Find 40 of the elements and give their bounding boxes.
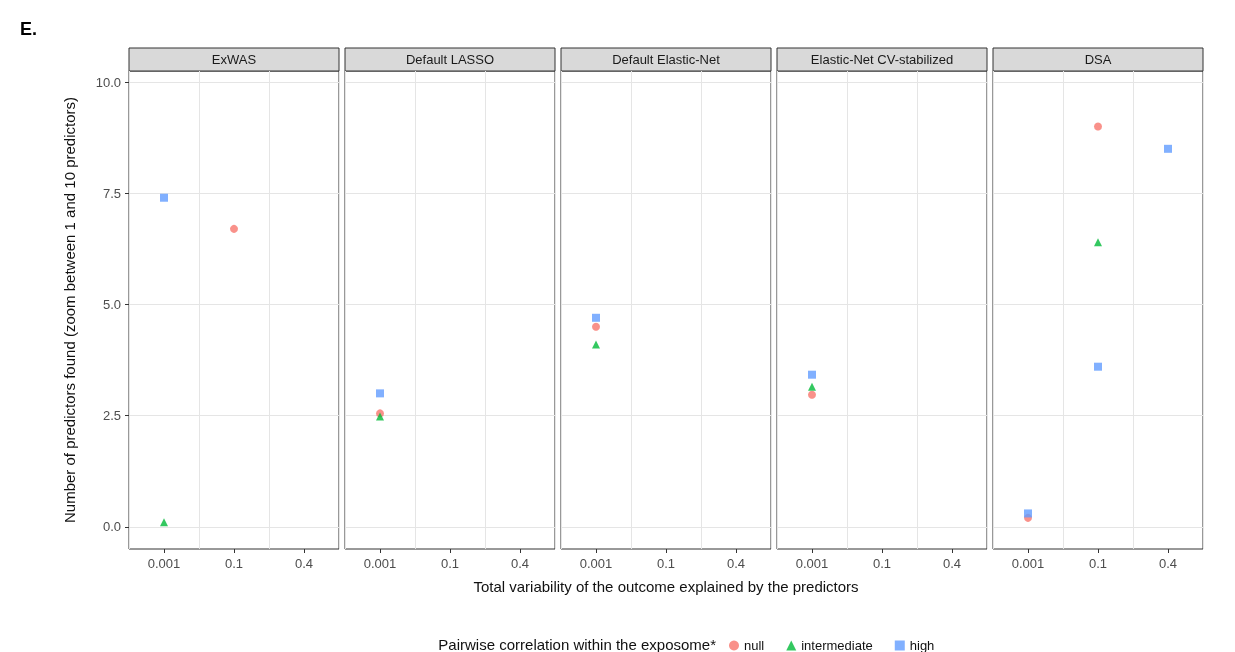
legend-title: Pairwise correlation within the exposome*: [438, 635, 717, 652]
point: [160, 518, 168, 527]
point: [1024, 509, 1032, 518]
y-tick-label: 2.5: [102, 408, 121, 424]
x-tick-label: 0.4: [1158, 556, 1178, 571]
x-axis-title: Total variability of the outcome explained by the predictors: [473, 577, 859, 595]
point: [1094, 362, 1102, 371]
point: [1094, 122, 1102, 131]
x-tick-label: 0.1: [224, 556, 244, 571]
x-tick-label: 0.4: [294, 556, 314, 571]
x-tick-label: 0.1: [1088, 556, 1108, 571]
x-tick-label: 0.1: [440, 556, 460, 571]
y-tick-label: 10.0: [95, 74, 121, 90]
y-tick-label: 0.0: [102, 519, 121, 535]
x-tick-label: 0.001: [363, 556, 397, 571]
chart-title: ExWAS: [211, 52, 257, 67]
chart-title: Elastic-Net CV-stabilized: [810, 52, 954, 67]
x-tick-label: 0.001: [795, 556, 829, 571]
chart-title: Default Elastic-Net: [612, 52, 721, 67]
x-tick-label: 0.1: [872, 556, 892, 571]
legend-label: intermediate: [801, 638, 873, 652]
legend-label: high: [909, 638, 935, 652]
x-tick-label: 0.001: [579, 556, 613, 571]
y-tick-label: 5.0: [102, 296, 121, 312]
x-tick-label: 0.4: [726, 556, 746, 571]
y-tick-label: 7.5: [102, 185, 121, 201]
chart-title: DSA: [1084, 52, 1112, 67]
point: [1164, 144, 1172, 153]
point: [160, 193, 168, 202]
x-tick-label: 0.1: [656, 556, 676, 571]
x-tick-label: 0.001: [1011, 556, 1045, 571]
text: E.: [20, 19, 38, 39]
point: [230, 224, 238, 233]
x-tick-label: 0.001: [147, 556, 181, 571]
legend-label: null: [744, 638, 765, 652]
x-tick-label: 0.4: [942, 556, 962, 571]
y-axis-title: Number of predictors found (zoom between 1 and 10 predictors): [61, 96, 78, 524]
chart-title: Default LASSO: [405, 52, 495, 67]
point: [1094, 238, 1102, 247]
x-tick-label: 0.4: [510, 556, 530, 571]
